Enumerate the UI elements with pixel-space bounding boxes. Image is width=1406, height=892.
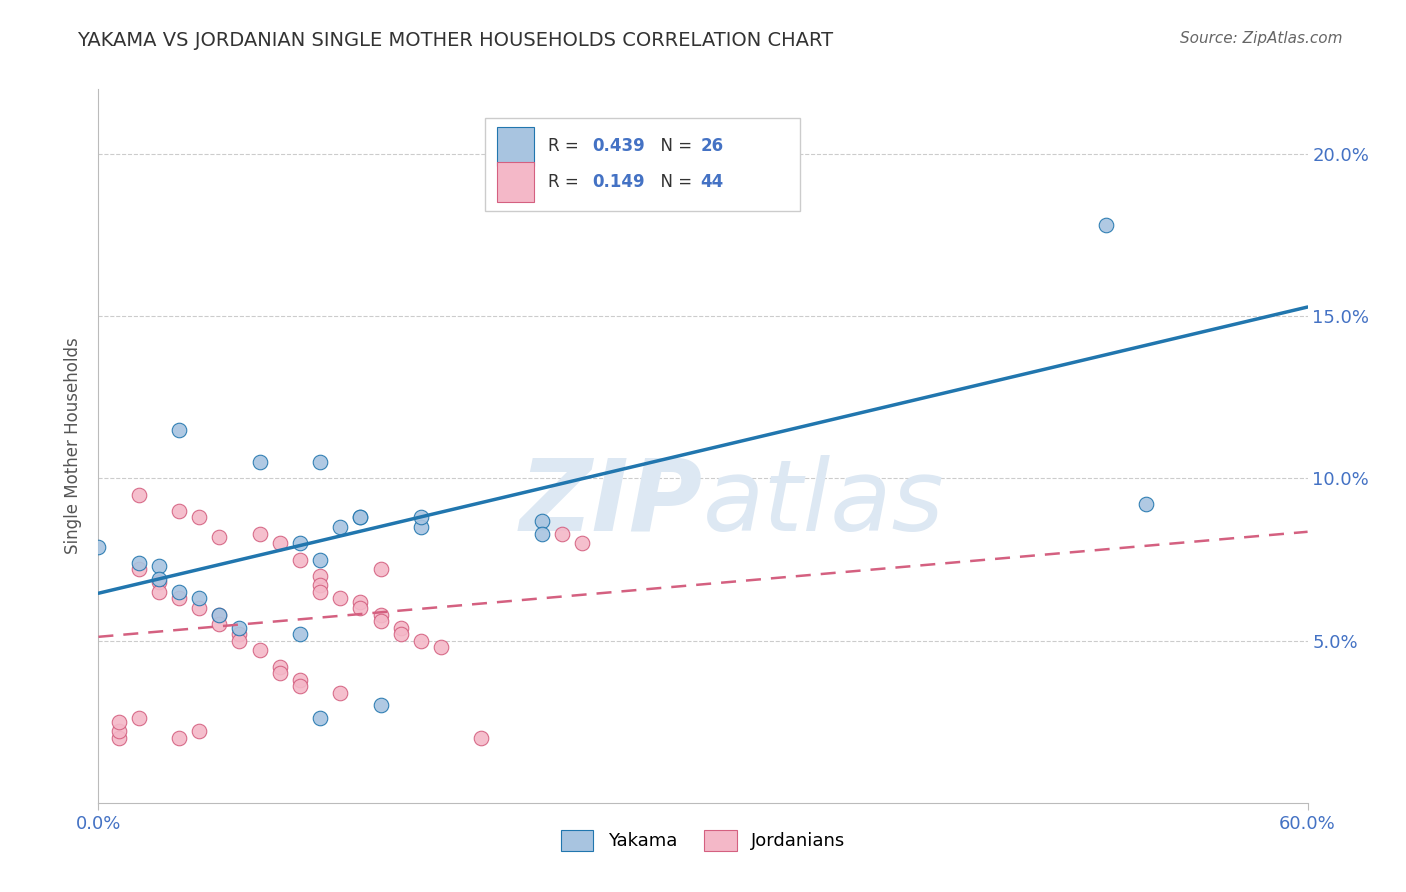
Legend: Yakama, Jordanians: Yakama, Jordanians <box>554 822 852 858</box>
Point <box>269 659 291 673</box>
Point <box>208 617 231 632</box>
Point <box>409 510 432 524</box>
Text: R =: R = <box>548 137 585 155</box>
Text: 0.439: 0.439 <box>592 137 644 155</box>
Point <box>167 591 190 606</box>
Point <box>188 510 211 524</box>
Bar <box>498 162 534 202</box>
Point <box>107 731 129 745</box>
Point <box>128 562 150 576</box>
Point <box>470 731 492 745</box>
Point <box>269 666 291 681</box>
Point <box>309 578 332 592</box>
Point <box>329 685 352 699</box>
Text: 0.149: 0.149 <box>592 173 644 191</box>
Text: N =: N = <box>650 137 697 155</box>
Point <box>228 621 250 635</box>
Point <box>309 455 332 469</box>
Point <box>409 633 432 648</box>
Point <box>128 556 150 570</box>
Point <box>370 562 392 576</box>
Text: N =: N = <box>650 173 697 191</box>
Point <box>309 711 332 725</box>
Point <box>167 731 190 745</box>
Point <box>167 423 190 437</box>
Point <box>228 627 250 641</box>
Point <box>571 160 593 174</box>
Point <box>167 504 190 518</box>
Point <box>148 575 170 590</box>
Text: ZIP: ZIP <box>520 455 703 551</box>
Point <box>148 559 170 574</box>
Point <box>1095 219 1118 233</box>
Point <box>208 607 231 622</box>
Point <box>228 633 250 648</box>
Point <box>349 510 371 524</box>
Point <box>107 724 129 739</box>
Point <box>288 536 311 550</box>
Point <box>128 711 150 725</box>
Point <box>309 585 332 599</box>
Text: 44: 44 <box>700 173 724 191</box>
Point <box>530 526 553 541</box>
Point <box>87 540 110 554</box>
Point <box>288 627 311 641</box>
Point <box>288 673 311 687</box>
Point <box>249 643 271 657</box>
Point <box>188 724 211 739</box>
Text: Source: ZipAtlas.com: Source: ZipAtlas.com <box>1180 31 1343 46</box>
Point <box>389 621 412 635</box>
Point <box>370 607 392 622</box>
Point <box>349 510 371 524</box>
Point <box>551 526 574 541</box>
Point <box>288 552 311 566</box>
Point <box>329 591 352 606</box>
Point <box>148 585 170 599</box>
Point <box>148 572 170 586</box>
FancyBboxPatch shape <box>485 118 800 211</box>
Point <box>208 530 231 544</box>
Point <box>249 455 271 469</box>
Point <box>309 552 332 566</box>
Bar <box>498 127 534 166</box>
Point <box>349 601 371 615</box>
Point <box>288 679 311 693</box>
Point <box>530 514 553 528</box>
Point <box>571 536 593 550</box>
Point <box>389 627 412 641</box>
Point <box>309 568 332 582</box>
Point <box>249 526 271 541</box>
Point <box>1135 497 1157 511</box>
Point <box>188 601 211 615</box>
Point <box>409 520 432 534</box>
Y-axis label: Single Mother Households: Single Mother Households <box>65 338 83 554</box>
Point <box>269 536 291 550</box>
Text: atlas: atlas <box>703 455 945 551</box>
Point <box>329 520 352 534</box>
Point <box>167 585 190 599</box>
Point <box>208 607 231 622</box>
Point <box>370 614 392 628</box>
Point <box>188 591 211 606</box>
Point <box>370 698 392 713</box>
Point <box>430 640 453 654</box>
Text: R =: R = <box>548 173 585 191</box>
Text: YAKAMA VS JORDANIAN SINGLE MOTHER HOUSEHOLDS CORRELATION CHART: YAKAMA VS JORDANIAN SINGLE MOTHER HOUSEH… <box>77 31 834 50</box>
Point <box>128 488 150 502</box>
Point <box>107 714 129 729</box>
Point <box>349 595 371 609</box>
Text: 26: 26 <box>700 137 724 155</box>
